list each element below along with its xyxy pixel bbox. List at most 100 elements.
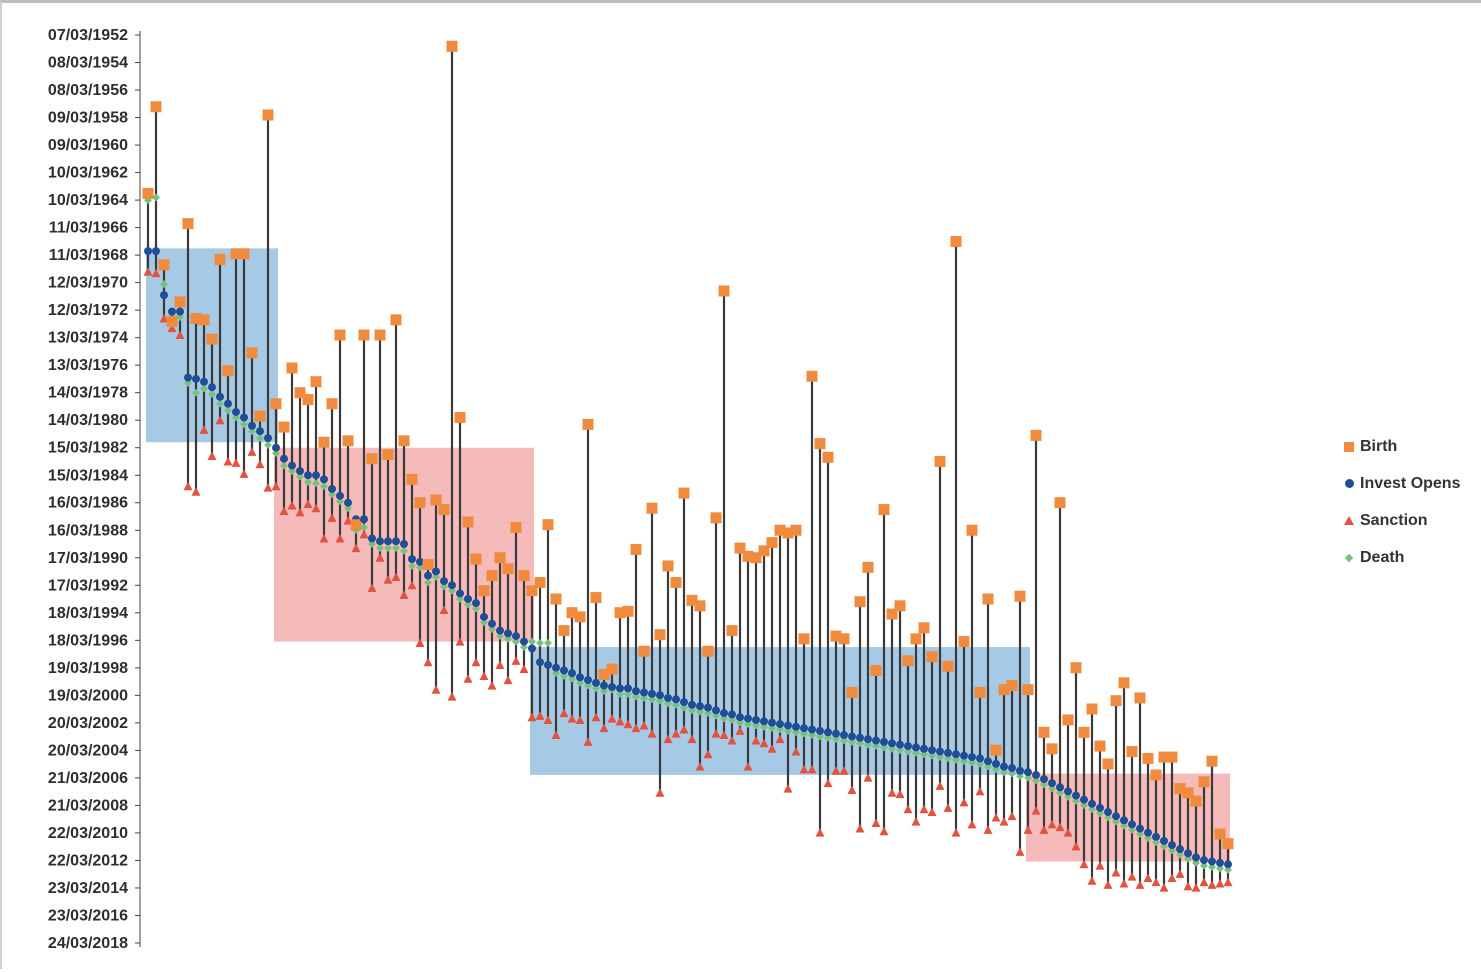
sanction-point (695, 762, 705, 771)
invest-opens-point (400, 539, 408, 548)
legend-label-death: Death (1360, 548, 1405, 566)
birth-point (470, 553, 482, 565)
birth-point (294, 387, 306, 399)
invest-opens-point (1016, 766, 1024, 775)
invest-opens-point (320, 475, 328, 484)
sanction-point (255, 459, 265, 469)
birth-point (1046, 743, 1058, 755)
birth-point (678, 487, 690, 499)
y-tick-label: 12/03/1972 (48, 302, 128, 319)
invest-opens-point (144, 247, 152, 256)
birth-point (1030, 429, 1042, 441)
invest-opens-point (224, 399, 232, 408)
y-tick-label: 15/03/1984 (48, 467, 128, 484)
invest-opens-point (448, 581, 456, 590)
invest-opens-point (608, 682, 616, 691)
birth-point (230, 248, 242, 260)
birth-point (254, 410, 266, 422)
sanction-point (191, 487, 201, 496)
birth-point (1150, 769, 1162, 781)
sanction-point (583, 737, 593, 746)
death-point (152, 193, 160, 202)
invest-opens-point (232, 407, 240, 416)
invest-opens-point (864, 735, 872, 744)
invest-opens-point (848, 732, 856, 741)
sanction-point (543, 715, 553, 724)
sanction-point (935, 781, 945, 790)
sanction-point (143, 267, 153, 276)
sanction-point (983, 825, 993, 834)
sanction-point (991, 813, 1001, 822)
sanction-point (1119, 879, 1129, 888)
invest-opens-point (1080, 795, 1088, 804)
birth-point (814, 438, 826, 450)
birth-point (638, 645, 650, 657)
birth-point (1166, 751, 1178, 763)
sanction-point (607, 714, 617, 723)
sanction-point (183, 481, 193, 491)
sanction-point (711, 729, 721, 738)
birth-point (750, 552, 762, 564)
birth-point (942, 660, 954, 672)
invest-opens-point (768, 718, 776, 727)
birth-point (702, 645, 714, 657)
sanction-point (231, 458, 241, 467)
invest-opens-point (1096, 803, 1104, 812)
y-tick-label: 22/03/2012 (48, 852, 128, 869)
y-tick-label: 20/03/2004 (48, 742, 128, 759)
sanction-point (903, 804, 913, 814)
y-tick-label: 17/03/1990 (48, 550, 128, 567)
death-point (360, 523, 368, 532)
birth-point (1182, 787, 1194, 799)
birth-point (758, 545, 770, 557)
birth-point (774, 524, 786, 536)
birth-point (846, 686, 858, 698)
death-point (1016, 772, 1024, 781)
sanction-point (1151, 877, 1161, 887)
death-point (1024, 773, 1032, 782)
death-point (1200, 861, 1208, 870)
invest-opens-point (728, 710, 736, 719)
invest-opens-point (440, 577, 448, 586)
birth-point (1158, 751, 1170, 763)
invest-opens-point (512, 632, 520, 641)
death-point (480, 618, 488, 627)
invest-opens-point (688, 700, 696, 709)
invest-opens-point (944, 748, 952, 757)
y-tick-label: 13/03/1976 (48, 357, 128, 374)
invest-opens-point (480, 612, 488, 621)
invest-opens-point (1224, 860, 1232, 869)
sanction-point (383, 575, 393, 584)
legend: Birth Invest Opens Sanction Death (1342, 428, 1477, 576)
invest-opens-point (280, 454, 288, 463)
birth-square-icon (1342, 440, 1356, 454)
invest-opens-point (872, 736, 880, 745)
sanction-point (591, 712, 601, 722)
birth-point (310, 376, 322, 388)
birth-point (694, 600, 706, 612)
sanction-point (975, 786, 985, 796)
invest-opens-point (488, 619, 496, 628)
sanction-point (239, 469, 249, 478)
invest-opens-point (1008, 764, 1016, 773)
birth-point (862, 561, 874, 573)
death-point (728, 715, 736, 724)
birth-point (822, 451, 834, 463)
birth-point (926, 651, 938, 663)
invest-opens-point (736, 713, 744, 722)
death-point (304, 478, 312, 487)
invest-opens-point (928, 746, 936, 755)
invest-opens-point (1048, 779, 1056, 788)
invest-opens-point (1216, 858, 1224, 867)
sanction-point (1175, 869, 1185, 878)
sanction-point (647, 729, 657, 738)
sanction-point (351, 543, 361, 553)
invest-opens-point (328, 484, 336, 493)
sanction-point (263, 483, 273, 492)
death-point (176, 313, 184, 322)
invest-opens-point (1168, 841, 1176, 850)
birth-point (574, 611, 586, 623)
sanction-point (951, 828, 961, 837)
invest-opens-point (816, 726, 824, 735)
sanction-point (199, 425, 209, 434)
